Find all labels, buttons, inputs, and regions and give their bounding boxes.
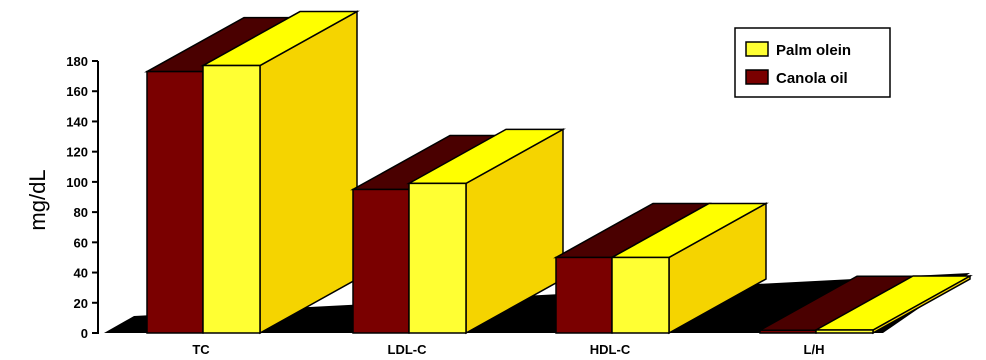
- x-category-label: HDL-C: [590, 342, 631, 357]
- y-tick-label: 140: [66, 114, 88, 129]
- y-axis: 0 20 40 60 80 100 120 140 160 180: [66, 54, 99, 341]
- bar-canola-oil: [555, 256, 613, 334]
- y-tick-label: 120: [66, 145, 88, 160]
- y-tick-label: 60: [74, 235, 88, 250]
- y-tick-label: 40: [74, 266, 88, 281]
- legend-entry: Palm olein: [776, 42, 851, 59]
- bar-palm-olein: [815, 329, 874, 334]
- x-category-label: LDL-C: [388, 342, 428, 357]
- bar-palm-olein: [202, 64, 261, 334]
- y-tick-label: 80: [74, 205, 88, 220]
- legend-swatch: [745, 41, 769, 57]
- y-axis-title: mg/dL: [25, 169, 50, 230]
- y-tick-label: 100: [66, 175, 88, 190]
- y-tick-label: 0: [81, 326, 88, 341]
- y-tick-label: 160: [66, 84, 88, 99]
- x-category-label: TC: [192, 342, 210, 357]
- bar-palm-olein: [611, 256, 670, 334]
- bar-palm-olein: [408, 182, 467, 334]
- y-tick-label: 180: [66, 54, 88, 69]
- legend-box: [734, 27, 891, 98]
- x-category-label: L/H: [804, 342, 825, 357]
- y-tick-label: 20: [74, 296, 88, 311]
- bar-canola-oil: [146, 70, 204, 334]
- bar-canola-oil: [759, 329, 817, 334]
- chart-floor: [104, 273, 970, 333]
- legend-entry: Canola oil: [776, 70, 848, 87]
- bar-canola-oil: [352, 188, 410, 334]
- bar-palm-side: [259, 10, 358, 335]
- legend-swatch: [745, 69, 769, 85]
- legend: Palm olein Canola oil: [734, 27, 891, 98]
